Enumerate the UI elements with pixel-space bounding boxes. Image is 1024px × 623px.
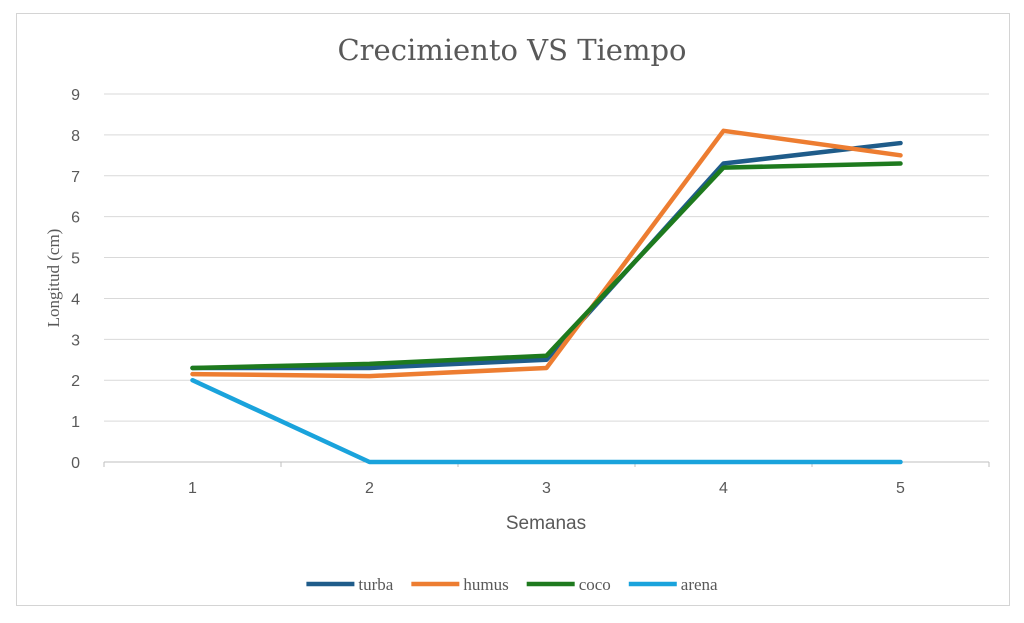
legend-item-arena: arena [628,575,718,594]
legend-label: humus [463,575,508,594]
gridlines [104,93,989,422]
y-tick-label: 4 [71,291,80,308]
x-tick-label: 5 [896,480,905,497]
y-tick-label: 9 [71,87,80,104]
y-tick-label: 8 [71,128,80,145]
y-axis-label: Longitud (cm) [44,229,63,328]
legend-label: arena [681,575,718,594]
x-axis-label: Semanas [506,513,586,534]
chart-title: Crecimiento VS Tiempo [337,33,686,67]
x-tick-label: 4 [719,480,728,497]
y-tick-label: 5 [71,251,80,268]
x-tick-labels: 1 2 3 4 5 [188,480,905,497]
series-line-humus [190,128,903,379]
series-line-coco [190,161,903,371]
legend-label: turba [358,575,393,594]
x-tick-label: 3 [542,480,551,497]
y-tick-label: 0 [71,455,80,472]
y-tick-label: 2 [71,373,80,390]
chart-frame [16,13,1010,606]
series-line-arena [190,377,903,465]
x-tick-label: 2 [365,480,374,497]
legend-item-humus: humus [411,575,509,594]
legend-item-coco: coco [526,575,611,594]
series-line-turba [190,140,903,371]
y-tick-label: 6 [71,210,80,227]
legend: turba humus coco arena [306,575,718,594]
y-tick-label: 1 [71,414,80,431]
y-tick-label: 3 [71,332,80,349]
series-lines [190,128,903,465]
y-tick-label: 7 [71,169,80,186]
x-tick-label: 1 [188,480,197,497]
y-tick-labels: 0 1 2 3 4 5 6 7 8 9 [71,87,80,472]
legend-item-turba: turba [306,575,394,594]
legend-label: coco [579,575,611,594]
